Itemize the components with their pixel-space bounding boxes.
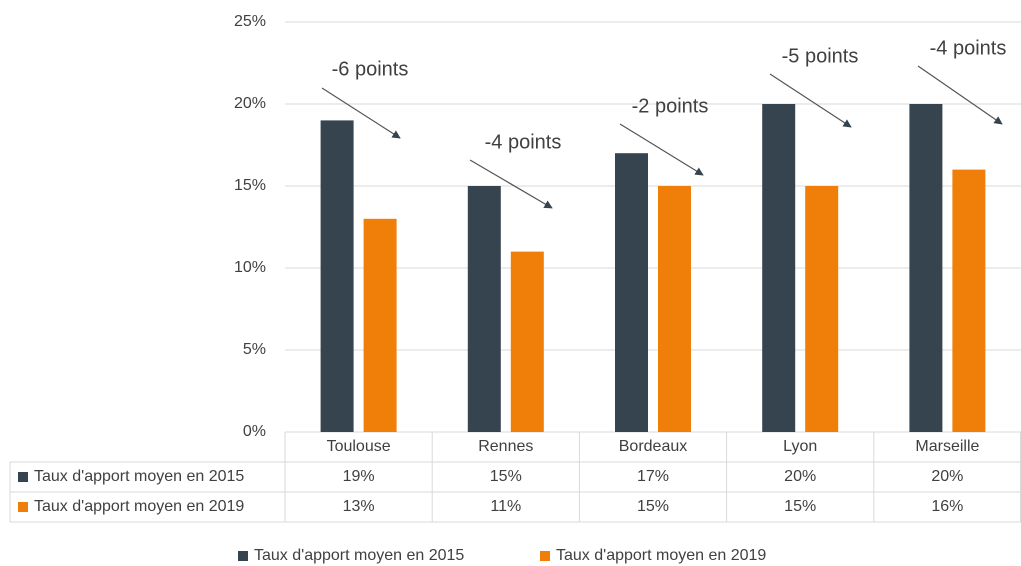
table-cell: 15% — [637, 498, 669, 515]
x-tick-label: Bordeaux — [619, 438, 688, 455]
annotation-arrow — [321, 87, 401, 139]
bar — [952, 169, 986, 432]
table-legend-key — [18, 472, 28, 482]
annotation-arrow — [769, 73, 852, 128]
annotation: -2 points — [632, 95, 709, 117]
bar — [762, 104, 796, 432]
x-tick-label: Lyon — [783, 438, 817, 455]
table-row-label: Taux d'apport moyen en 2015 — [34, 468, 244, 485]
y-tick-label: 10% — [234, 259, 266, 276]
annotation: -4 points — [930, 37, 1007, 59]
y-tick-label: 25% — [234, 13, 266, 30]
annotation: -5 points — [782, 45, 859, 67]
legend-key — [238, 551, 248, 561]
bar — [510, 251, 544, 432]
bar — [805, 186, 839, 432]
table-cell: 19% — [343, 468, 375, 485]
legend-key — [540, 551, 550, 561]
x-tick-label: Rennes — [478, 438, 533, 455]
table-cell: 13% — [343, 498, 375, 515]
annotation: -4 points — [485, 131, 562, 153]
y-tick-label: 20% — [234, 95, 266, 112]
bar — [615, 153, 648, 432]
y-tick-label: 15% — [234, 177, 266, 194]
table-cell: 15% — [490, 468, 522, 485]
x-tick-label: Toulouse — [327, 438, 391, 455]
bar — [320, 120, 354, 433]
table-cell: 15% — [784, 498, 816, 515]
bar — [909, 104, 943, 432]
table-cell: 17% — [637, 468, 669, 485]
x-tick-label: Marseille — [915, 438, 979, 455]
bar — [467, 186, 501, 432]
table-cell: 20% — [784, 468, 816, 485]
table-cell: 20% — [931, 468, 963, 485]
y-tick-label: 5% — [243, 341, 266, 358]
table-cell: 11% — [490, 498, 521, 515]
annotation-arrow — [619, 123, 704, 176]
table-row-label: Taux d'apport moyen en 2019 — [34, 498, 244, 515]
legend-label: Taux d'apport moyen en 2019 — [556, 547, 766, 564]
bar — [363, 218, 397, 432]
annotation-arrow — [917, 65, 1003, 125]
y-tick-label: 0% — [243, 423, 266, 440]
table-legend-key — [18, 502, 28, 512]
legend-label: Taux d'apport moyen en 2015 — [254, 547, 464, 564]
table-cell: 16% — [931, 498, 963, 515]
bar — [658, 186, 691, 432]
annotation: -6 points — [332, 58, 409, 80]
annotation-arrow — [469, 159, 553, 209]
